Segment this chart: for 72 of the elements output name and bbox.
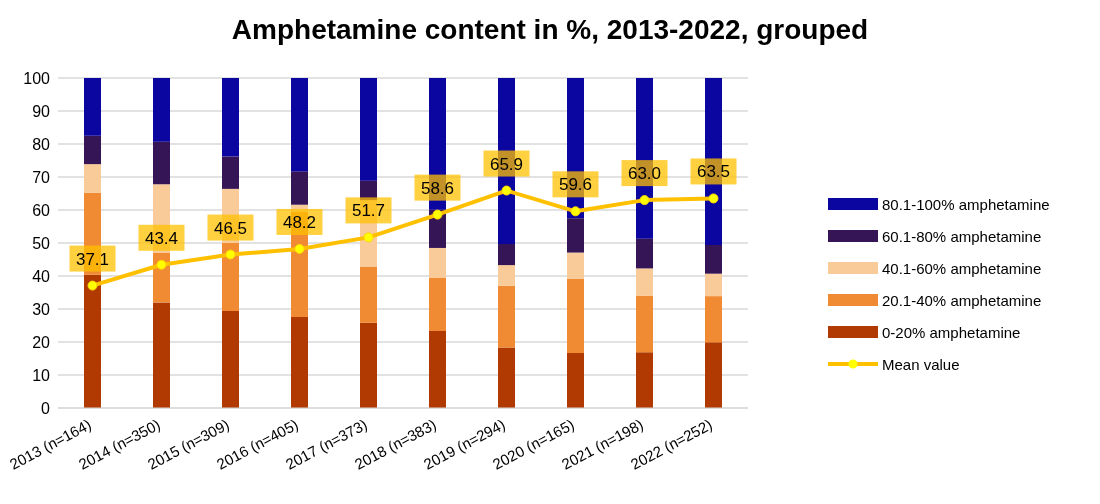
bar bbox=[567, 252, 584, 279]
point bbox=[432, 209, 443, 220]
bar bbox=[636, 295, 653, 353]
point bbox=[639, 195, 650, 206]
point bbox=[225, 249, 236, 260]
bar bbox=[498, 347, 515, 408]
bar bbox=[705, 273, 722, 297]
y-tick-label: 70 bbox=[32, 168, 51, 186]
bar bbox=[567, 352, 584, 408]
bar bbox=[84, 135, 101, 165]
bar bbox=[360, 322, 377, 408]
legend-label: 0-20% amphetamine bbox=[882, 323, 1021, 341]
data-label: 65.9 bbox=[489, 154, 524, 174]
y-tick-label: 40 bbox=[32, 267, 51, 285]
y-tick-label: 30 bbox=[32, 300, 51, 318]
bar bbox=[498, 243, 515, 266]
bar bbox=[567, 218, 584, 253]
data-label: 46.5 bbox=[213, 218, 248, 238]
bar bbox=[705, 342, 722, 408]
y-tick-label: 60 bbox=[32, 201, 51, 219]
legend-label: 20.1-40% amphetamine bbox=[882, 291, 1042, 309]
bar bbox=[291, 78, 308, 172]
y-tick-label: 90 bbox=[32, 102, 51, 120]
legend-label: 60.1-80% amphetamine bbox=[882, 227, 1042, 245]
bar bbox=[84, 164, 101, 193]
data-label: 59.6 bbox=[558, 175, 593, 195]
bar bbox=[222, 78, 239, 157]
bar bbox=[705, 244, 722, 274]
legend-label: Mean value bbox=[882, 355, 960, 373]
bar bbox=[222, 310, 239, 408]
bar bbox=[153, 141, 170, 185]
y-tick-label: 50 bbox=[32, 234, 51, 252]
bar bbox=[360, 78, 377, 181]
data-label: 63.5 bbox=[696, 162, 731, 182]
y-tick-label: 100 bbox=[23, 69, 51, 87]
point bbox=[294, 243, 305, 254]
bar bbox=[636, 238, 653, 269]
data-label: 63.0 bbox=[627, 164, 662, 184]
bar bbox=[429, 331, 446, 408]
legend-label: 40.1-60% amphetamine bbox=[882, 259, 1042, 277]
bar bbox=[498, 285, 515, 348]
bar bbox=[84, 78, 101, 136]
bar bbox=[498, 265, 515, 286]
point bbox=[501, 185, 512, 196]
bar bbox=[567, 278, 584, 353]
data-label: 58.6 bbox=[420, 178, 455, 198]
y-tick-label: 0 bbox=[41, 399, 51, 417]
data-label: 51.7 bbox=[351, 201, 386, 221]
chart-title: Amphetamine content in %, 2013-2022, grouped bbox=[230, 13, 870, 47]
bar bbox=[153, 302, 170, 408]
legend-label: 80.1-100% amphetamine bbox=[882, 195, 1050, 213]
bar bbox=[429, 277, 446, 332]
bar bbox=[291, 171, 308, 205]
bar bbox=[153, 78, 170, 142]
bar bbox=[360, 266, 377, 323]
bar bbox=[291, 316, 308, 408]
point bbox=[87, 280, 98, 291]
bar bbox=[636, 352, 653, 408]
point bbox=[156, 259, 167, 270]
bar bbox=[636, 268, 653, 296]
bar bbox=[429, 247, 446, 278]
bar bbox=[705, 296, 722, 343]
y-tick-label: 80 bbox=[32, 135, 51, 153]
point bbox=[708, 193, 719, 204]
y-tick-label: 10 bbox=[32, 366, 51, 384]
point bbox=[570, 206, 581, 217]
point bbox=[363, 232, 374, 243]
y-tick-label: 20 bbox=[32, 333, 51, 351]
data-label: 43.4 bbox=[144, 228, 179, 248]
data-label: 37.1 bbox=[75, 249, 110, 269]
data-label: 48.2 bbox=[282, 212, 317, 232]
bar bbox=[222, 156, 239, 189]
